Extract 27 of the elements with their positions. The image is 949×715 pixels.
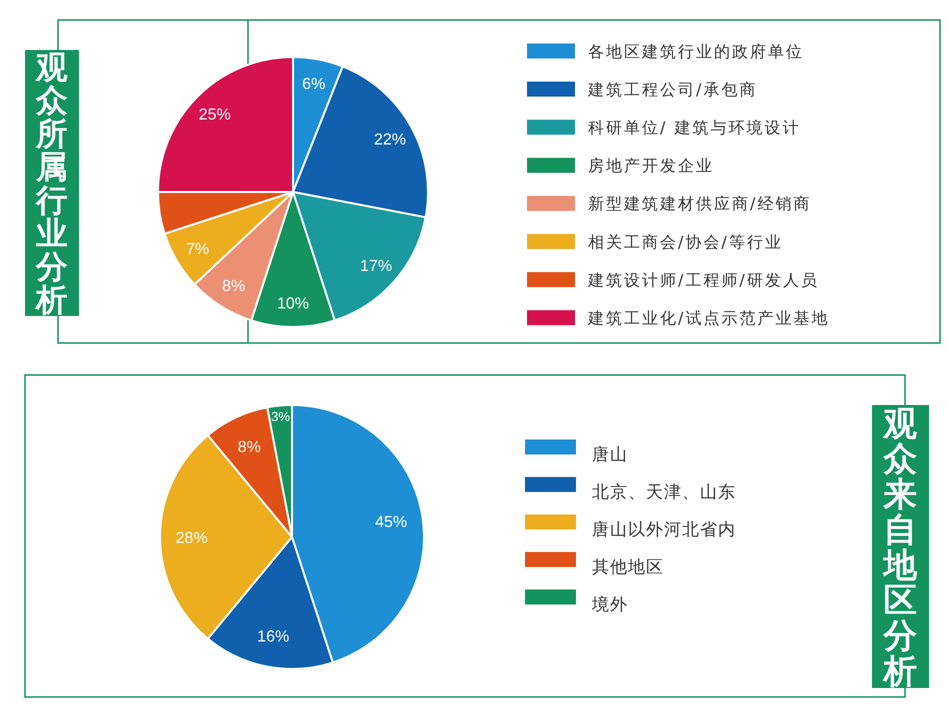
data-label: 17%: [360, 258, 392, 275]
data-label: 22%: [374, 131, 406, 148]
data-label: 25%: [198, 106, 231, 124]
data-label: 8%: [238, 439, 261, 456]
title: 观众所属行业分析: [36, 50, 68, 319]
legend-label: 房地产开发企业: [588, 156, 714, 176]
data-label: 7%: [186, 241, 210, 258]
data-label: 16%: [257, 628, 290, 646]
legend-label: 建筑设计师/工程师/研发人员: [588, 270, 819, 290]
legend-label: 北京、天津、山东: [592, 482, 736, 503]
data-label: 45%: [375, 514, 408, 532]
data-label: 8%: [222, 278, 246, 296]
legend-label: 新型建筑建材供应商/经销商: [588, 194, 812, 214]
legend-label: 相关工商会/协会/等行业: [588, 232, 783, 252]
legend-label: 建筑工业化/试点示范产业基地: [588, 308, 830, 328]
legend-label: 建筑工程公司/承包商: [588, 80, 758, 99]
data-label: 28%: [176, 530, 208, 547]
data-label: 10%: [276, 295, 310, 312]
title: 观众来自地区分析: [884, 404, 918, 690]
legend-label: 各地区建筑行业的政府单位: [588, 42, 804, 61]
legend-label: 唐山: [592, 445, 628, 466]
legend-label: 唐山以外河北省内: [592, 520, 736, 540]
legend-label: 其他地区: [592, 558, 664, 578]
legend-label: 科研单位/ 建筑与环境设计: [588, 118, 800, 137]
data-label: 3%: [271, 408, 290, 424]
data-label: 6%: [302, 76, 326, 94]
legend-label: 境外: [592, 595, 628, 616]
